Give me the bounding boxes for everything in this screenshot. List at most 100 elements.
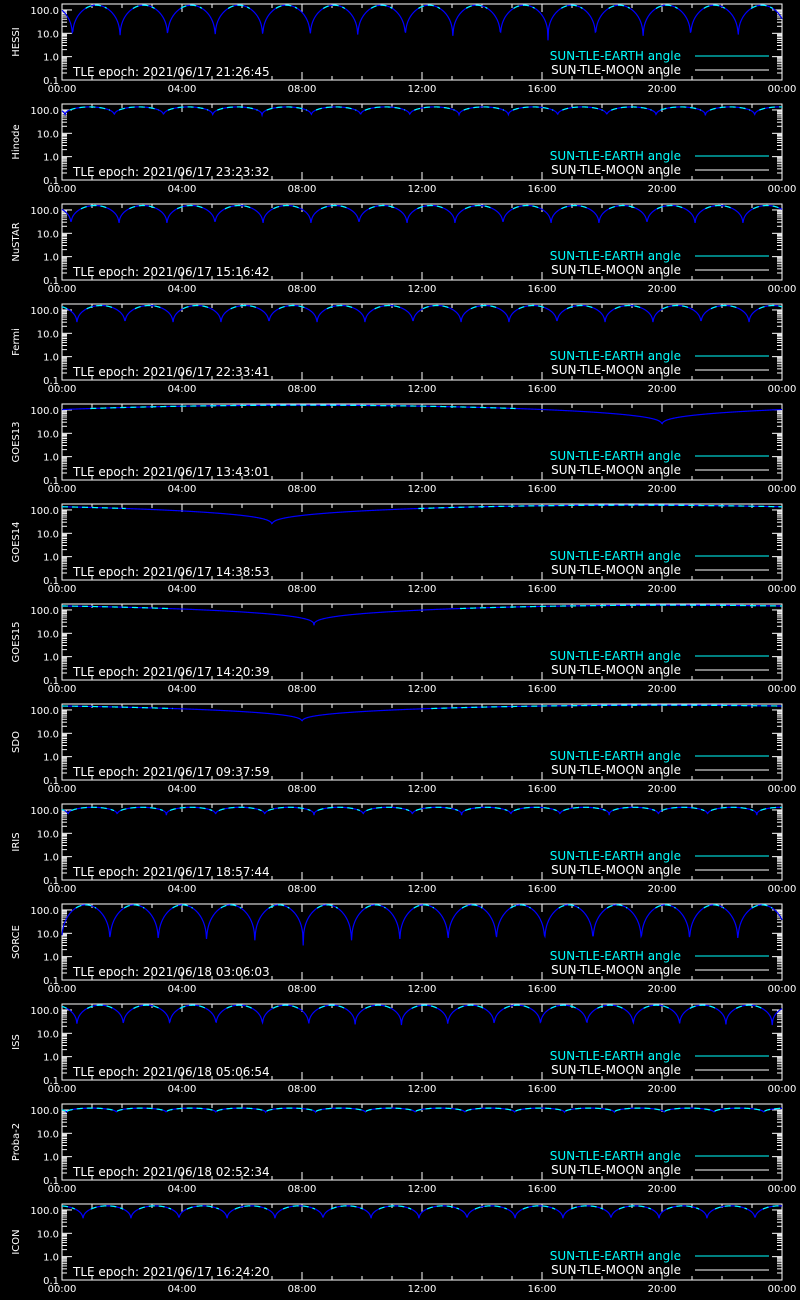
y-tick-label: 100.0 xyxy=(30,6,59,17)
x-tick-label: 16:00 xyxy=(528,184,557,195)
x-tick-label: 08:00 xyxy=(288,1184,317,1195)
x-tick-label: 16:00 xyxy=(528,484,557,495)
x-tick-label: 08:00 xyxy=(288,184,317,195)
y-tick-label: 1.0 xyxy=(43,153,59,164)
x-tick-label: 04:00 xyxy=(168,984,197,995)
x-tick-label: 20:00 xyxy=(648,1184,677,1195)
y-axis-label: ISS xyxy=(11,1034,22,1050)
earth-angle-crest xyxy=(61,806,782,812)
legend-moon-label: SUN-TLE-MOON angle xyxy=(551,1163,681,1177)
x-tick-label: 20:00 xyxy=(648,484,677,495)
x-tick-label: 20:00 xyxy=(648,1084,677,1095)
y-tick-label: 1.0 xyxy=(43,253,59,264)
y-axis-label: GOES14 xyxy=(11,521,22,562)
tle-epoch-text: TLE epoch: 2021/06/18 02:52:34 xyxy=(72,1165,270,1179)
earth-angle-curve xyxy=(61,304,783,323)
y-tick-label: 100.0 xyxy=(30,1006,59,1017)
legend-earth-label: SUN-TLE-EARTH angle xyxy=(550,1249,681,1263)
chart-panel-hessi: 0.1 1.0 10.0 100.0 00:00 04:00 08:00 12:00 16:00… xyxy=(11,3,796,95)
tle-epoch-text: TLE epoch: 2021/06/17 14:38:53 xyxy=(72,565,270,579)
x-tick-label: 04:00 xyxy=(168,84,197,95)
y-axis-label: SORCE xyxy=(11,925,22,959)
x-tick-label: 08:00 xyxy=(288,284,317,295)
legend-moon-label: SUN-TLE-MOON angle xyxy=(551,63,681,77)
earth-angle-crest xyxy=(75,904,773,909)
x-tick-label: 12:00 xyxy=(408,84,437,95)
x-tick-label: 00:00 xyxy=(768,984,797,995)
legend-moon-label: SUN-TLE-MOON angle xyxy=(551,963,681,977)
legend-earth-label: SUN-TLE-EARTH angle xyxy=(550,349,681,363)
y-tick-label: 0.1 xyxy=(43,476,59,487)
x-tick-label: 08:00 xyxy=(288,984,317,995)
x-tick-label: 20:00 xyxy=(648,384,677,395)
y-tick-label: 1.0 xyxy=(43,1153,59,1164)
y-tick-label: 100.0 xyxy=(30,106,59,117)
y-tick-label: 0.1 xyxy=(43,976,59,987)
y-tick-label: 0.1 xyxy=(43,176,59,187)
x-tick-label: 12:00 xyxy=(408,584,437,595)
earth-angle-crest xyxy=(80,204,782,210)
tle-epoch-text: TLE epoch: 2021/06/18 05:06:54 xyxy=(72,1065,270,1079)
y-tick-label: 10.0 xyxy=(37,729,59,740)
y-tick-label: 1.0 xyxy=(43,1253,59,1264)
tle-epoch-text: TLE epoch: 2021/06/17 21:26:45 xyxy=(72,65,270,79)
x-tick-label: 16:00 xyxy=(528,684,557,695)
y-tick-label: 0.1 xyxy=(43,876,59,887)
x-tick-label: 00:00 xyxy=(48,684,77,695)
legend-moon-label: SUN-TLE-MOON angle xyxy=(551,1263,681,1277)
x-tick-label: 00:00 xyxy=(768,784,797,795)
legend-earth-label: SUN-TLE-EARTH angle xyxy=(550,1049,681,1063)
x-tick-label: 04:00 xyxy=(168,484,197,495)
y-tick-label: 10.0 xyxy=(37,929,59,940)
y-tick-label: 100.0 xyxy=(30,706,59,717)
y-tick-label: 10.0 xyxy=(37,529,59,540)
y-tick-label: 0.1 xyxy=(43,76,59,87)
earth-angle-crest xyxy=(61,1004,763,1010)
y-tick-label: 10.0 xyxy=(37,1129,59,1140)
x-tick-label: 00:00 xyxy=(48,984,77,995)
x-tick-label: 08:00 xyxy=(288,84,317,95)
legend-earth-label: SUN-TLE-EARTH angle xyxy=(550,949,681,963)
y-tick-label: 10.0 xyxy=(37,329,59,340)
y-tick-label: 1.0 xyxy=(43,553,59,564)
chart-panel-goes14: 0.1 1.0 10.0 100.0 00:00 04:00 08:00 12:00 16:00… xyxy=(11,503,796,595)
earth-angle-crest xyxy=(61,1107,783,1112)
y-tick-label: 0.1 xyxy=(43,1276,59,1287)
y-tick-label: 1.0 xyxy=(43,753,59,764)
x-tick-label: 16:00 xyxy=(528,584,557,595)
earth-angle-crest xyxy=(69,106,783,111)
y-tick-label: 100.0 xyxy=(30,1106,59,1117)
x-tick-label: 00:00 xyxy=(768,484,797,495)
y-tick-label: 1.0 xyxy=(43,1053,59,1064)
y-axis-label: Fermi xyxy=(11,328,22,356)
chart-panel-nustar: 0.1 1.0 10.0 100.0 00:00 04:00 08:00 12:00 16:00… xyxy=(11,203,797,295)
x-tick-label: 04:00 xyxy=(168,1184,197,1195)
x-tick-label: 20:00 xyxy=(648,84,677,95)
y-axis-label: GOES13 xyxy=(11,421,22,462)
legend-moon-label: SUN-TLE-MOON angle xyxy=(551,163,681,177)
x-tick-label: 20:00 xyxy=(648,984,677,995)
y-tick-label: 1.0 xyxy=(43,853,59,864)
chart-panel-sorce: 0.1 1.0 10.0 100.0 00:00 04:00 08:00 12:00 16:00… xyxy=(11,903,797,995)
x-tick-label: 00:00 xyxy=(768,684,797,695)
tle-epoch-text: TLE epoch: 2021/06/17 16:24:20 xyxy=(72,1265,270,1279)
x-tick-label: 00:00 xyxy=(768,384,797,395)
chart-panel-fermi: 0.1 1.0 10.0 100.0 00:00 04:00 08:00 12:00 16:00… xyxy=(11,303,797,395)
legend-moon-label: SUN-TLE-MOON angle xyxy=(551,263,681,277)
x-tick-label: 12:00 xyxy=(408,684,437,695)
y-axis-label: ICON xyxy=(11,1229,22,1254)
x-tick-label: 00:00 xyxy=(768,284,797,295)
x-tick-label: 04:00 xyxy=(168,1284,197,1295)
legend-moon-label: SUN-TLE-MOON angle xyxy=(551,863,681,877)
x-tick-label: 20:00 xyxy=(648,584,677,595)
tle-epoch-text: TLE epoch: 2021/06/17 23:23:32 xyxy=(72,165,270,179)
x-tick-label: 08:00 xyxy=(288,1284,317,1295)
x-tick-label: 00:00 xyxy=(768,884,797,895)
x-tick-label: 08:00 xyxy=(288,484,317,495)
x-tick-label: 00:00 xyxy=(768,1284,797,1295)
x-tick-label: 00:00 xyxy=(48,584,77,595)
x-tick-label: 08:00 xyxy=(288,684,317,695)
y-axis-label: NuSTAR xyxy=(11,222,22,261)
x-tick-label: 00:00 xyxy=(48,784,77,795)
y-tick-label: 100.0 xyxy=(30,506,59,517)
